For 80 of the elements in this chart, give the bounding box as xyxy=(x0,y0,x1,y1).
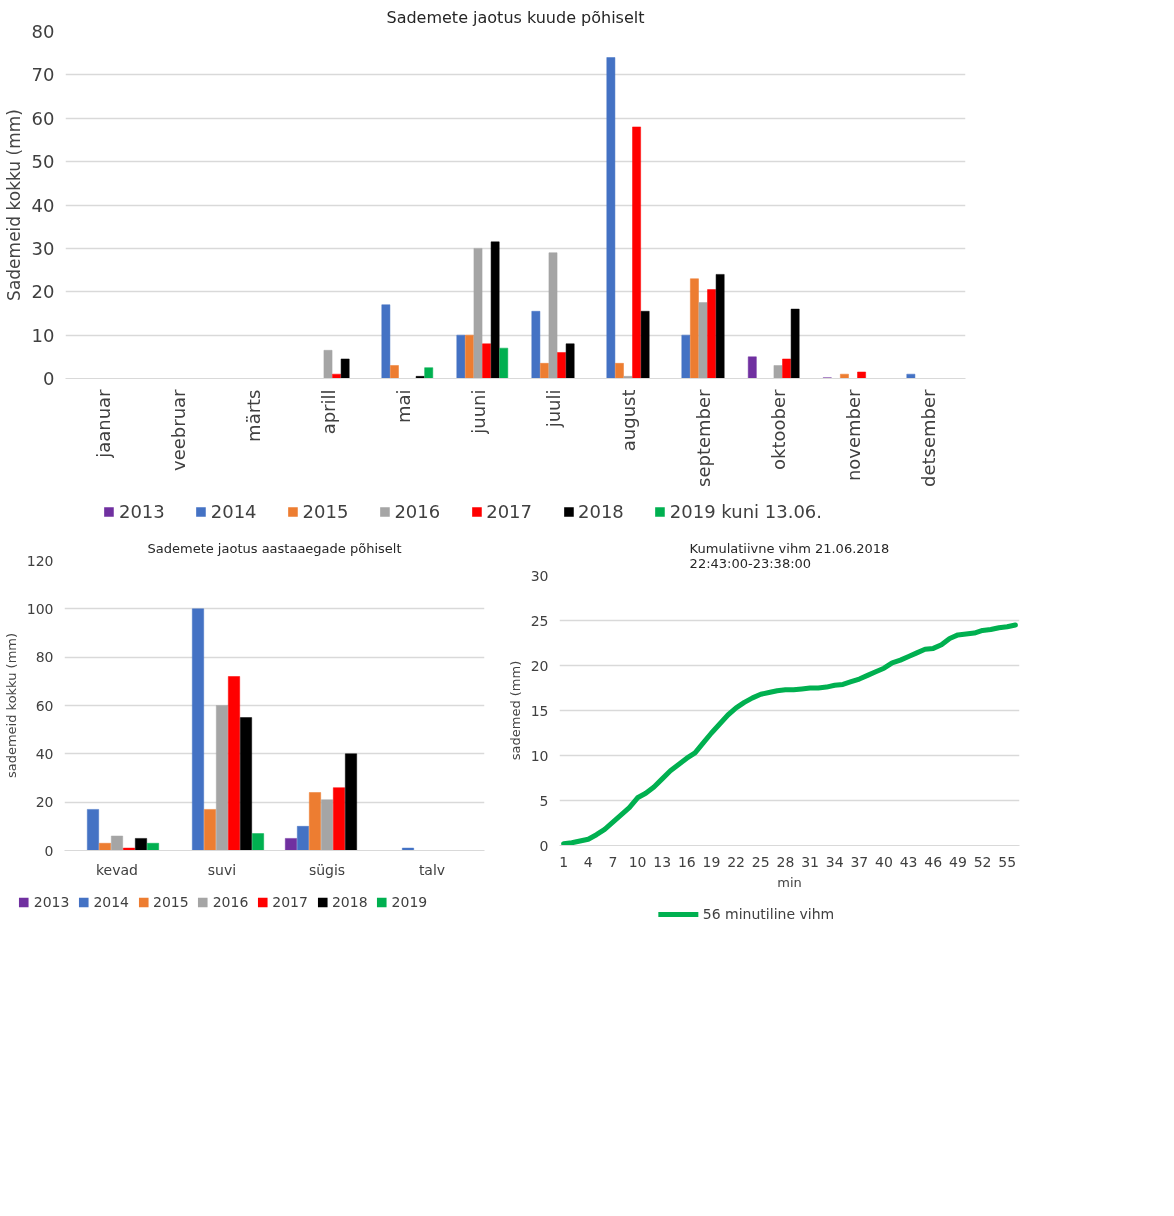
y-tick-label: 25 xyxy=(530,612,549,629)
legend-label: 2019 xyxy=(391,894,428,910)
x-tick-label: 13 xyxy=(653,853,672,870)
legend-label: 2018 xyxy=(578,500,624,522)
y-tick-label: 30 xyxy=(31,237,55,259)
y-tick-label: 20 xyxy=(35,794,54,811)
x-tick-label: 7 xyxy=(608,853,618,870)
x-tick-label: 1 xyxy=(559,853,569,870)
y-tick-label: 20 xyxy=(530,657,549,674)
y-tick-label: 40 xyxy=(35,745,54,762)
x-tick-label: talv xyxy=(418,861,446,878)
x-tick-label: mai xyxy=(392,389,414,424)
x-tick-label: veebruar xyxy=(167,388,189,471)
x-tick-label: oktoober xyxy=(767,388,789,470)
legend-label: 2017 xyxy=(272,894,308,910)
y-tick-label: 50 xyxy=(31,151,55,173)
legend-label: 2018 xyxy=(331,894,368,910)
legend-label: 2014 xyxy=(93,894,130,910)
chart-title: Sademete jaotus aastaaegade põhiselt xyxy=(147,540,402,556)
legend-label: 2015 xyxy=(153,894,189,910)
x-tick-label: 43 xyxy=(899,853,918,870)
y-tick-label: 60 xyxy=(35,697,54,714)
legend-label: 2017 xyxy=(486,500,533,522)
legend-label: 2014 xyxy=(210,500,257,522)
y-tick-label: 5 xyxy=(539,792,549,809)
x-tick-label: suvi xyxy=(207,861,237,878)
x-tick-label: jaanuar xyxy=(92,388,114,459)
x-tick-label: juuli xyxy=(542,389,564,429)
y-tick-label: 15 xyxy=(530,702,549,719)
x-tick-label: 34 xyxy=(825,853,844,870)
x-tick-label: 37 xyxy=(850,853,869,870)
x-tick-label: 40 xyxy=(875,853,893,870)
chart-title: Sademete jaotus kuude põhiselt xyxy=(386,7,645,27)
legend-label: 2015 xyxy=(302,500,349,522)
y-tick-label: 40 xyxy=(31,194,55,216)
x-tick-label: 55 xyxy=(998,853,1017,870)
x-tick-label: 19 xyxy=(702,853,721,870)
y-tick-label: 10 xyxy=(31,324,55,346)
x-tick-label: aprill xyxy=(317,389,339,435)
y-axis-title: sademeid kokku (mm) xyxy=(3,632,19,779)
x-tick-label: märts xyxy=(242,389,264,442)
y-tick-label: 60 xyxy=(31,107,55,129)
x-tick-label: 25 xyxy=(751,853,770,870)
y-tick-label: 120 xyxy=(26,552,54,569)
y-tick-label: 20 xyxy=(31,281,55,303)
x-tick-label: september xyxy=(692,388,714,487)
x-tick-label: 16 xyxy=(677,853,696,870)
legend-label: 2019 kuni 13.06. xyxy=(669,500,823,522)
legend-label: 2013 xyxy=(33,894,70,910)
legend-label: 56 minutiline vihm xyxy=(702,906,835,922)
y-tick-label: 80 xyxy=(35,649,54,666)
y-tick-label: 0 xyxy=(43,368,55,389)
x-tick-label: 10 xyxy=(628,853,647,870)
x-tick-label: 22 xyxy=(727,853,746,870)
x-tick-label: 28 xyxy=(776,853,795,870)
legend-label: 2016 xyxy=(394,500,441,522)
y-tick-label: 10 xyxy=(530,747,549,764)
y-tick-label: 0 xyxy=(539,837,549,854)
legend-label: 2013 xyxy=(118,500,165,522)
legend-label: 2016 xyxy=(212,894,249,910)
x-tick-label: 49 xyxy=(948,853,967,870)
x-tick-label: 46 xyxy=(924,853,943,870)
x-tick-label: 31 xyxy=(801,853,819,870)
y-tick-label: 30 xyxy=(530,567,549,584)
y-tick-label: 70 xyxy=(31,64,55,86)
x-tick-label: 4 xyxy=(583,853,593,870)
y-axis-title: Sademeid kokku (mm) xyxy=(3,109,24,301)
x-tick-label: 52 xyxy=(973,853,992,870)
y-tick-label: 80 xyxy=(31,21,55,42)
y-axis-title: sademed (mm) xyxy=(507,660,523,761)
x-tick-label: november xyxy=(842,388,864,482)
x-tick-label: kevad xyxy=(96,861,138,878)
y-tick-label: 100 xyxy=(26,600,54,617)
x-tick-label: august xyxy=(617,389,639,452)
x-axis-title: min xyxy=(777,874,802,890)
x-tick-label: detsember xyxy=(917,388,939,487)
x-tick-label: sügis xyxy=(308,861,346,878)
x-tick-label: juuni xyxy=(467,389,489,435)
y-tick-label: 0 xyxy=(44,842,54,859)
chart-title: Kumulatiivne vihm 21.06.2018 22:43:00-23:38:00 xyxy=(689,540,890,571)
